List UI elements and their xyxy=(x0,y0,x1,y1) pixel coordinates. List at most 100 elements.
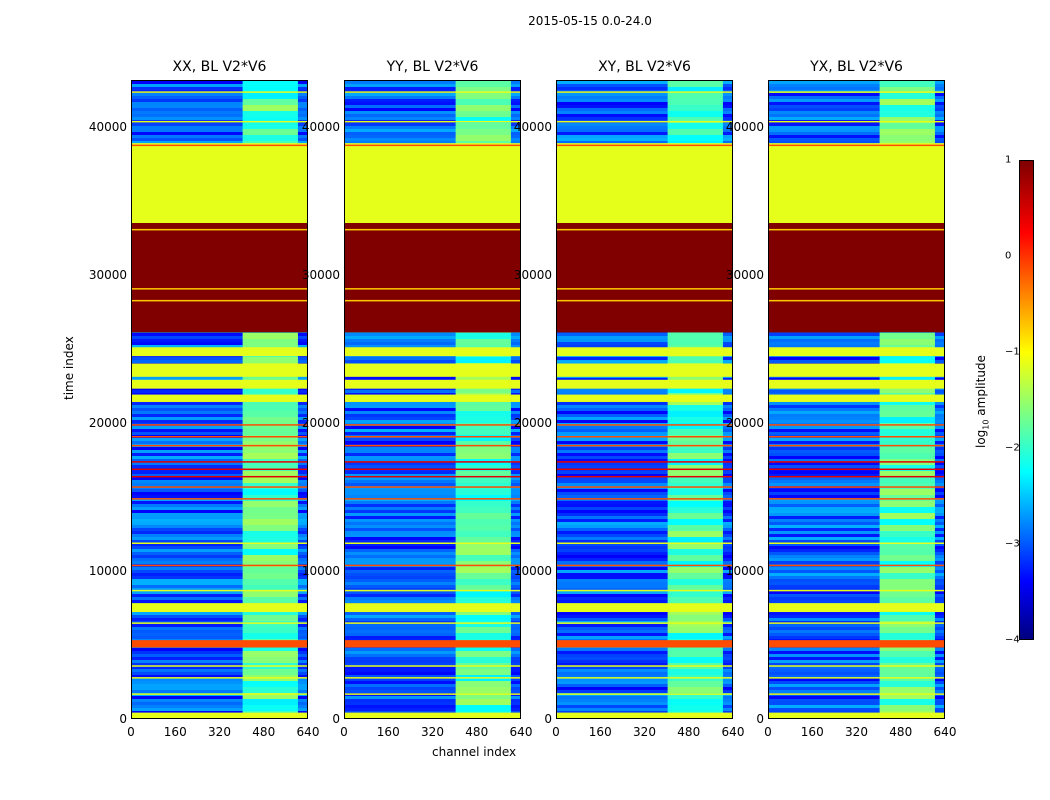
noise-row xyxy=(769,360,944,363)
bright-channel-cell xyxy=(242,525,298,531)
heatmap-svg xyxy=(345,81,520,718)
bright-channel-cell xyxy=(667,105,723,111)
noise-row xyxy=(345,483,520,486)
bright-channel-cell xyxy=(455,591,511,597)
bright-channel-cell xyxy=(455,495,511,501)
noise-row xyxy=(557,696,732,699)
heatmap-panel xyxy=(768,80,945,719)
heatmap-line xyxy=(345,461,520,463)
noise-row xyxy=(769,582,944,585)
bright-channel-cell xyxy=(879,81,935,87)
heatmap-line xyxy=(769,542,944,544)
heatmap-line xyxy=(132,444,307,447)
colorbar-tick-label: 1 xyxy=(1005,154,1012,166)
noise-row xyxy=(769,96,944,99)
noise-row xyxy=(557,636,732,639)
bright-channel-cell xyxy=(879,93,935,99)
bright-channel-cell xyxy=(455,543,511,549)
noise-row xyxy=(557,360,732,363)
noise-row xyxy=(769,534,944,537)
noise-row xyxy=(132,684,307,687)
noise-row xyxy=(557,513,732,516)
noise-row xyxy=(557,474,732,477)
noise-row xyxy=(557,501,732,504)
noise-row xyxy=(132,483,307,486)
noise-row xyxy=(132,636,307,639)
noise-row xyxy=(132,543,307,546)
noise-row xyxy=(345,459,520,462)
bright-channel-cell xyxy=(455,507,511,513)
heatmap-line xyxy=(132,564,307,567)
heatmap-line xyxy=(769,677,944,679)
noise-row xyxy=(557,570,732,573)
heatmap-line xyxy=(132,622,307,624)
noise-row xyxy=(557,528,732,531)
noise-row xyxy=(769,456,944,459)
bright-channel-cell xyxy=(455,705,511,711)
bright-channel-cell xyxy=(667,651,723,657)
colorbar xyxy=(1019,160,1034,640)
bright-channel-cell xyxy=(879,519,935,525)
bright-channel-cell xyxy=(455,117,511,123)
noise-row xyxy=(345,501,520,504)
bright-channel-cell xyxy=(242,387,298,393)
noise-row xyxy=(345,657,520,660)
bright-channel-cell xyxy=(667,357,723,363)
noise-row xyxy=(132,558,307,561)
noise-row xyxy=(557,81,732,84)
bright-channel-cell xyxy=(667,339,723,345)
bright-channel-cell xyxy=(455,615,511,621)
bright-channel-cell xyxy=(667,117,723,123)
noise-row xyxy=(132,567,307,570)
noise-row xyxy=(557,618,732,621)
noise-row xyxy=(132,612,307,615)
noise-row xyxy=(557,102,732,105)
noise-row xyxy=(769,126,944,129)
noise-row xyxy=(769,441,944,444)
noise-row xyxy=(557,342,732,345)
bright-channel-cell xyxy=(879,129,935,135)
noise-row xyxy=(769,405,944,408)
noise-row xyxy=(769,654,944,657)
noise-row xyxy=(557,441,732,444)
y-tick-label: 30000 xyxy=(513,268,552,283)
bright-channel-cell xyxy=(455,471,511,477)
noise-row xyxy=(132,453,307,456)
noise-row xyxy=(132,81,307,84)
heatmap-band xyxy=(769,394,944,402)
noise-row xyxy=(769,618,944,621)
heatmap-line xyxy=(769,120,944,123)
noise-row xyxy=(345,543,520,546)
noise-row xyxy=(557,357,732,360)
bright-channel-cell xyxy=(242,549,298,555)
noise-row xyxy=(345,522,520,525)
noise-row xyxy=(132,111,307,114)
noise-row xyxy=(132,552,307,555)
bright-channel-cell xyxy=(879,117,935,123)
bright-channel-cell xyxy=(455,561,511,567)
noise-row xyxy=(557,87,732,90)
bright-channel-cell xyxy=(667,633,723,639)
colorbar-tick-label: −4 xyxy=(1005,634,1020,646)
noise-row xyxy=(557,453,732,456)
heatmap-band xyxy=(132,223,307,333)
noise-row xyxy=(345,462,520,465)
noise-row xyxy=(769,138,944,141)
bright-channel-cell xyxy=(242,615,298,621)
bright-channel-cell xyxy=(242,123,298,129)
noise-row xyxy=(132,393,307,396)
noise-row xyxy=(557,105,732,108)
bright-channel-cell xyxy=(879,477,935,483)
noise-row xyxy=(769,660,944,663)
noise-row xyxy=(557,657,732,660)
noise-row xyxy=(345,588,520,591)
bright-channel-cell xyxy=(667,87,723,93)
bright-channel-cell xyxy=(242,447,298,453)
heatmap-line xyxy=(345,498,520,500)
y-tick-label: 20000 xyxy=(513,416,552,431)
noise-row xyxy=(345,378,520,381)
noise-row xyxy=(557,417,732,420)
heatmap-line xyxy=(345,299,520,302)
bright-channel-cell xyxy=(455,597,511,603)
y-tick-label: 20000 xyxy=(88,416,127,431)
